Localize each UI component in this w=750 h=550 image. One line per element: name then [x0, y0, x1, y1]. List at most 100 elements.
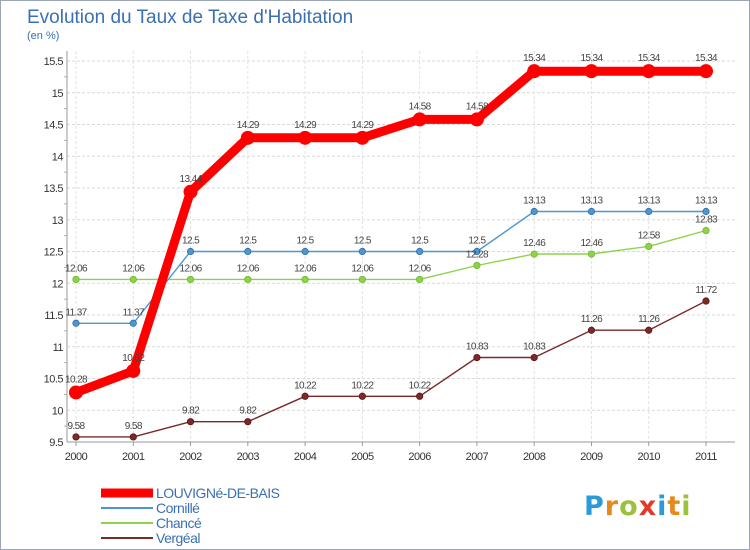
data-point: [244, 247, 252, 256]
data-point: [699, 64, 713, 79]
data-point: [527, 64, 542, 79]
chart-unit: (en %): [27, 30, 60, 42]
data-point: [186, 275, 195, 284]
logo-letter: t: [667, 491, 682, 522]
data-point: [530, 207, 538, 216]
data-label: 11.37: [65, 307, 87, 318]
data-label: 12.06: [351, 263, 374, 274]
proxiti-logo: Proxiti: [584, 491, 692, 522]
y-tick-label: 11.5: [44, 310, 63, 322]
data-label: 11.72: [695, 285, 717, 296]
x-tick-label: 2007: [466, 451, 489, 463]
data-point: [129, 319, 137, 327]
data-label: 12.5: [468, 236, 486, 247]
x-tick-label: 2006: [408, 451, 431, 463]
data-label: 14.29: [294, 120, 317, 131]
data-point: [641, 64, 656, 79]
data-label: 15.34: [523, 53, 546, 64]
data-point: [301, 247, 309, 256]
y-tick-label: 14: [52, 151, 64, 163]
data-point: [587, 207, 596, 216]
data-label: 12.5: [411, 236, 429, 247]
data-label: 10.22: [409, 380, 432, 391]
data-label: 15.34: [695, 53, 718, 64]
y-tick-label: 11: [53, 342, 64, 354]
y-tick-label: 10.5: [44, 374, 64, 386]
series-line-2: [75, 229, 707, 281]
x-tick-label: 2009: [580, 451, 603, 463]
data-point: [186, 418, 195, 426]
x-tick-label: 2003: [237, 451, 260, 463]
logo-letter: o: [619, 491, 639, 522]
chart-title: Evolution du Taux de Taxe d'Habitation: [27, 7, 354, 28]
plot-area: [67, 51, 735, 442]
data-point: [416, 275, 424, 284]
legend-label: LOUVIGNé-DE-BAIS: [156, 485, 280, 501]
data-point: [587, 326, 596, 334]
logo-letter: i: [681, 491, 692, 522]
data-point: [530, 353, 538, 362]
logo-letter: x: [638, 491, 658, 522]
data-label: 10.83: [523, 342, 546, 353]
data-label: 12.5: [354, 236, 372, 247]
data-label: 12.06: [122, 263, 145, 274]
data-label: 10.62: [122, 353, 145, 364]
x-tick-label: 2004: [294, 451, 317, 463]
y-tick-label: 13.5: [44, 183, 64, 195]
data-point: [469, 112, 484, 127]
data-point: [702, 297, 710, 305]
data-label: 14.58: [466, 101, 489, 112]
logo-letter: r: [604, 491, 620, 522]
x-tick-label: 2002: [179, 451, 202, 463]
logo-letter: i: [657, 491, 668, 522]
series-line-1: [75, 210, 707, 324]
data-label: 12.06: [409, 263, 432, 274]
x-tick-label: 2000: [65, 451, 88, 463]
data-point: [244, 418, 252, 426]
data-point: [358, 275, 366, 284]
data-label: 10.83: [466, 342, 489, 353]
data-point: [584, 64, 599, 79]
y-tick-label: 13: [52, 215, 64, 227]
data-label: 9.82: [182, 406, 200, 417]
data-label: 13.13: [695, 195, 718, 206]
series-line-0: [71, 66, 711, 397]
data-point: [587, 250, 596, 258]
data-label: 10.22: [294, 380, 317, 391]
x-tick-label: 2011: [695, 451, 717, 463]
data-point: [645, 242, 653, 251]
y-tick-label: 12: [52, 278, 64, 290]
data-label: 12.46: [580, 238, 603, 249]
data-point: [72, 275, 80, 284]
data-label: 12.5: [297, 236, 315, 247]
data-label: 9.58: [125, 421, 143, 432]
data-label: 13.13: [638, 195, 661, 206]
data-label: 12.83: [695, 215, 718, 226]
series-line-3: [75, 300, 707, 438]
data-point: [473, 247, 481, 256]
data-label: 12.06: [294, 263, 317, 274]
data-label: 12.06: [65, 263, 88, 274]
data-point: [298, 130, 313, 145]
data-point: [473, 353, 481, 362]
data-label: 10.28: [65, 374, 88, 385]
data-label: 9.58: [67, 421, 85, 432]
data-point: [301, 392, 309, 400]
data-point: [186, 247, 195, 256]
y-tick-label: 15.5: [44, 56, 64, 68]
legend-label: Chancé: [156, 515, 202, 531]
data-point: [358, 247, 366, 256]
data-point: [645, 326, 653, 334]
data-point: [416, 392, 424, 400]
data-point: [240, 130, 255, 145]
data-label: 10.22: [351, 380, 374, 391]
data-point: [358, 392, 366, 400]
data-point: [183, 184, 198, 199]
data-label: 14.29: [351, 120, 374, 131]
data-point: [301, 275, 309, 284]
data-point: [244, 275, 252, 284]
data-label: 13.13: [523, 195, 546, 206]
data-label: 13.13: [580, 195, 603, 206]
x-tick-label: 2008: [523, 451, 546, 463]
